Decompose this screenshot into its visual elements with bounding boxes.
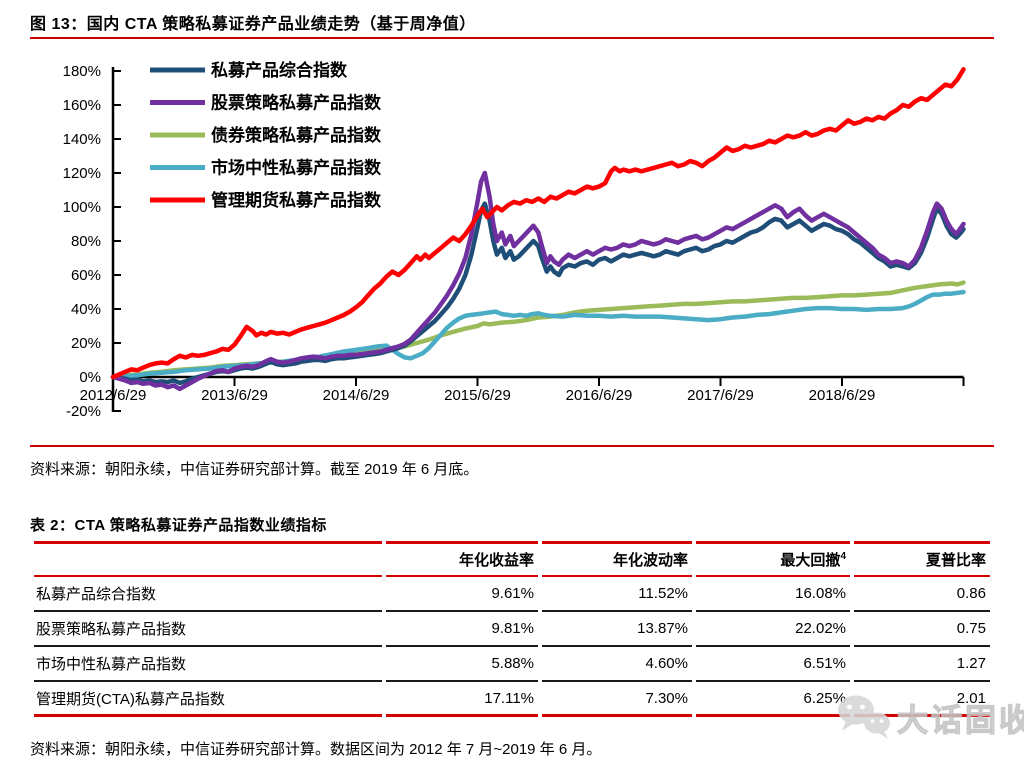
cell-max-drawdown: 22.02% [696, 612, 850, 647]
y-tick-label: 20% [71, 335, 101, 352]
legend-label-market-neutral: 市场中性私募产品指数 [211, 158, 382, 178]
table-header-row: 年化收益率 年化波动率 最大回撤4 夏普比率 [34, 541, 990, 577]
cell-max-drawdown: 6.25% [696, 682, 850, 717]
metrics-table-container: 年化收益率 年化波动率 最大回撤4 夏普比率 私募产品综合指数 9.61% 11… [30, 541, 994, 717]
col-header-max-drawdown: 最大回撤4 [696, 541, 850, 577]
table-row: 市场中性私募产品指数 5.88% 4.60% 6.51% 1.27 [34, 647, 990, 682]
y-tick-label: 80% [71, 233, 101, 250]
cell-annualized-volatility: 11.52% [542, 577, 692, 612]
y-tick-label: 100% [63, 199, 101, 216]
y-tick-label: 140% [63, 131, 101, 148]
cell-sharpe-ratio: 2.01 [854, 682, 990, 717]
cell-max-drawdown: 16.08% [696, 577, 850, 612]
cell-annualized-return: 9.81% [386, 612, 538, 647]
row-label: 管理期货(CTA)私募产品指数 [34, 682, 382, 717]
performance-chart: 180%160%140%120%100%80%60%40%20%0%-20%20… [63, 60, 966, 420]
footnote-ref: 4 [840, 551, 846, 562]
y-tick-label: 0% [79, 369, 101, 386]
figure-source-note: 资料来源：朝阳永续，中信证券研究部计算。截至 2019 年 6 月底。 [30, 461, 479, 478]
cell-max-drawdown: 6.51% [696, 647, 850, 682]
figure-bottom-rule [30, 445, 994, 447]
legend-label-bond: 债券策略私募产品指数 [211, 125, 382, 145]
cell-sharpe-ratio: 0.86 [854, 577, 990, 612]
x-tick-label: 2012/6/29 [80, 387, 147, 404]
cell-annualized-volatility: 7.30% [542, 682, 692, 717]
row-label: 市场中性私募产品指数 [34, 647, 382, 682]
cell-sharpe-ratio: 1.27 [854, 647, 990, 682]
col-header-annualized-return: 年化收益率 [386, 541, 538, 577]
cell-annualized-volatility: 13.87% [542, 612, 692, 647]
y-tick-label: 40% [71, 301, 101, 318]
table-row: 管理期货(CTA)私募产品指数 17.11% 7.30% 6.25% 2.01 [34, 682, 990, 717]
cell-annualized-volatility: 4.60% [542, 647, 692, 682]
table-row: 股票策略私募产品指数 9.81% 13.87% 22.02% 0.75 [34, 612, 990, 647]
x-tick-label: 2013/6/29 [201, 387, 268, 404]
cell-annualized-return: 17.11% [386, 682, 538, 717]
x-tick-label: 2017/6/29 [687, 387, 754, 404]
row-label: 私募产品综合指数 [34, 577, 382, 612]
cell-annualized-return: 9.61% [386, 577, 538, 612]
y-tick-label: 180% [63, 63, 101, 80]
performance-table: 年化收益率 年化波动率 最大回撤4 夏普比率 私募产品综合指数 9.61% 11… [30, 541, 994, 717]
series-line-managed-futures [110, 67, 966, 380]
col-header-sharpe-ratio: 夏普比率 [854, 541, 990, 577]
cell-annualized-return: 5.88% [386, 647, 538, 682]
legend-label-composite: 私募产品综合指数 [211, 60, 348, 80]
y-tick-label: 60% [71, 267, 101, 284]
table-title: 表 2：CTA 策略私募证券产品指数业绩指标 [30, 517, 327, 534]
x-tick-label: 2018/6/29 [809, 387, 876, 404]
legend-label-managed-futures: 管理期货私募产品指数 [211, 190, 382, 210]
x-tick-label: 2016/6/29 [566, 387, 633, 404]
legend-label-equity: 股票策略私募产品指数 [211, 93, 382, 113]
title-rule [30, 37, 994, 39]
table-source-note: 资料来源：朝阳永续，中信证券研究部计算。数据区间为 2012 年 7 月~201… [30, 741, 602, 758]
col-header-annualized-volatility: 年化波动率 [542, 541, 692, 577]
y-tick-label: 160% [63, 97, 101, 114]
series-line-bond [110, 280, 966, 380]
series-line-equity [110, 170, 966, 392]
y-tick-label: 120% [63, 165, 101, 182]
x-tick-label: 2014/6/29 [323, 387, 390, 404]
x-tick-label: 2015/6/29 [444, 387, 511, 404]
cell-sharpe-ratio: 0.75 [854, 612, 990, 647]
y-tick-label: -20% [66, 403, 101, 420]
figure-title: 图 13：国内 CTA 策略私募证券产品业绩走势（基于周净值） [30, 16, 476, 33]
row-label: 股票策略私募产品指数 [34, 612, 382, 647]
table-corner-cell [34, 541, 382, 577]
table-row: 私募产品综合指数 9.61% 11.52% 16.08% 0.86 [34, 577, 990, 612]
